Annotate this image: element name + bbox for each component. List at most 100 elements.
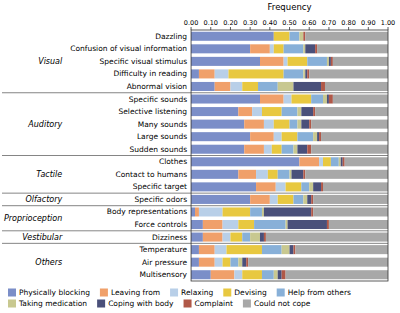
bar-segment	[260, 95, 284, 104]
bar-segment	[191, 207, 195, 216]
bar-segment	[242, 233, 250, 242]
bar-segment	[331, 157, 339, 166]
bar-segment	[248, 258, 388, 267]
bar-segment	[286, 270, 388, 279]
bar-segment	[311, 207, 313, 216]
bar-segment	[260, 233, 264, 242]
bar-segment	[276, 182, 286, 191]
category-label: Abnormal vision	[127, 82, 188, 91]
tick-label: 0.80	[341, 19, 355, 27]
bar-segment	[305, 32, 388, 41]
bar-segment	[282, 145, 294, 154]
bar-segment	[282, 270, 286, 279]
bar-segment	[223, 258, 231, 267]
bar-segment	[309, 120, 311, 129]
bar-segment	[313, 207, 388, 216]
bar-segment	[238, 220, 254, 229]
bar-segment	[307, 145, 311, 154]
bar-segment	[317, 44, 388, 53]
bar-segment	[228, 69, 283, 78]
legend-swatch	[184, 300, 192, 308]
tick-label: 0.20	[223, 19, 237, 27]
bar-segment	[339, 157, 341, 166]
bar-segment	[256, 182, 276, 191]
bar-segment	[250, 207, 262, 216]
bar-segment	[238, 170, 256, 179]
tick-mark	[269, 27, 270, 30]
legend-swatch	[97, 300, 105, 308]
bar-segment	[290, 32, 300, 41]
bar-segment	[223, 233, 231, 242]
bar-segment	[203, 220, 223, 229]
bar-segment	[297, 132, 313, 141]
bar-segment	[254, 220, 286, 229]
tick-mark	[289, 27, 290, 30]
bar-segment	[311, 145, 388, 154]
bar-segment	[191, 195, 250, 204]
bar-segment	[329, 220, 388, 229]
bar-segment	[260, 57, 284, 66]
bar-segment	[191, 82, 215, 91]
bar-segment	[311, 195, 313, 204]
category-label: Specific odors	[135, 195, 188, 204]
bar-segment	[252, 107, 262, 116]
bar-segment	[191, 32, 274, 41]
bar-segment	[266, 233, 388, 242]
bar-segment	[333, 95, 388, 104]
bar-segment	[313, 107, 315, 116]
tick-mark	[368, 27, 369, 30]
bar-segment	[242, 82, 258, 91]
bar-segment	[286, 220, 288, 229]
legend-label: Physically blocking	[19, 288, 90, 297]
x-axis-label: Frequency	[268, 2, 312, 12]
bar-segment	[191, 157, 299, 166]
group-label: Tactile	[36, 170, 62, 179]
tick-mark	[388, 27, 389, 30]
bar-segment	[262, 207, 264, 216]
legend-swatch	[223, 289, 231, 297]
bar-segment	[274, 132, 282, 141]
legend-label: Relaxing	[181, 288, 213, 297]
group-label: Auditory	[27, 120, 62, 129]
legend-swatch	[243, 300, 251, 308]
category-label: Difficulty in reading	[114, 69, 188, 78]
chart: Physically blocking Leaving from Relaxing D…	[0, 0, 400, 313]
bar-segment	[230, 258, 238, 267]
bar-segment	[292, 170, 304, 179]
bar-segment	[270, 195, 278, 204]
bar-segment	[303, 69, 305, 78]
bar-segment	[199, 245, 215, 254]
bar-segment	[274, 44, 284, 53]
legend-swatch	[8, 300, 16, 308]
legend-label: Complaint	[195, 299, 233, 308]
bar-segment	[264, 120, 274, 129]
group-divider	[2, 243, 388, 244]
bar-segment	[191, 233, 203, 242]
legend-label: Could not cope	[254, 299, 311, 308]
category-label: Specific sounds	[129, 95, 187, 104]
bar-segment	[268, 170, 278, 179]
bar-segment	[290, 245, 294, 254]
bar-segment	[191, 220, 203, 229]
bar-segment	[215, 245, 227, 254]
bar-segment	[191, 95, 260, 104]
bar-segment	[264, 207, 311, 216]
bar-segment	[215, 82, 231, 91]
bar-segment	[309, 182, 313, 191]
bar-segment	[327, 220, 329, 229]
bar-segment	[311, 95, 323, 104]
bar-segment	[301, 107, 313, 116]
bar-segment	[329, 95, 333, 104]
bar-segment	[274, 270, 278, 279]
bar-segment	[321, 182, 323, 191]
bar-segment	[284, 69, 304, 78]
group-divider	[2, 205, 388, 206]
plot-frame	[191, 30, 388, 281]
bar-segment	[256, 170, 268, 179]
tick-label: 0.60	[302, 19, 316, 27]
group-divider	[2, 193, 388, 194]
bar-segment	[297, 107, 301, 116]
legend-swatch	[100, 289, 108, 297]
legend-label: Leaving from	[111, 288, 160, 297]
bar-segment	[284, 95, 292, 104]
